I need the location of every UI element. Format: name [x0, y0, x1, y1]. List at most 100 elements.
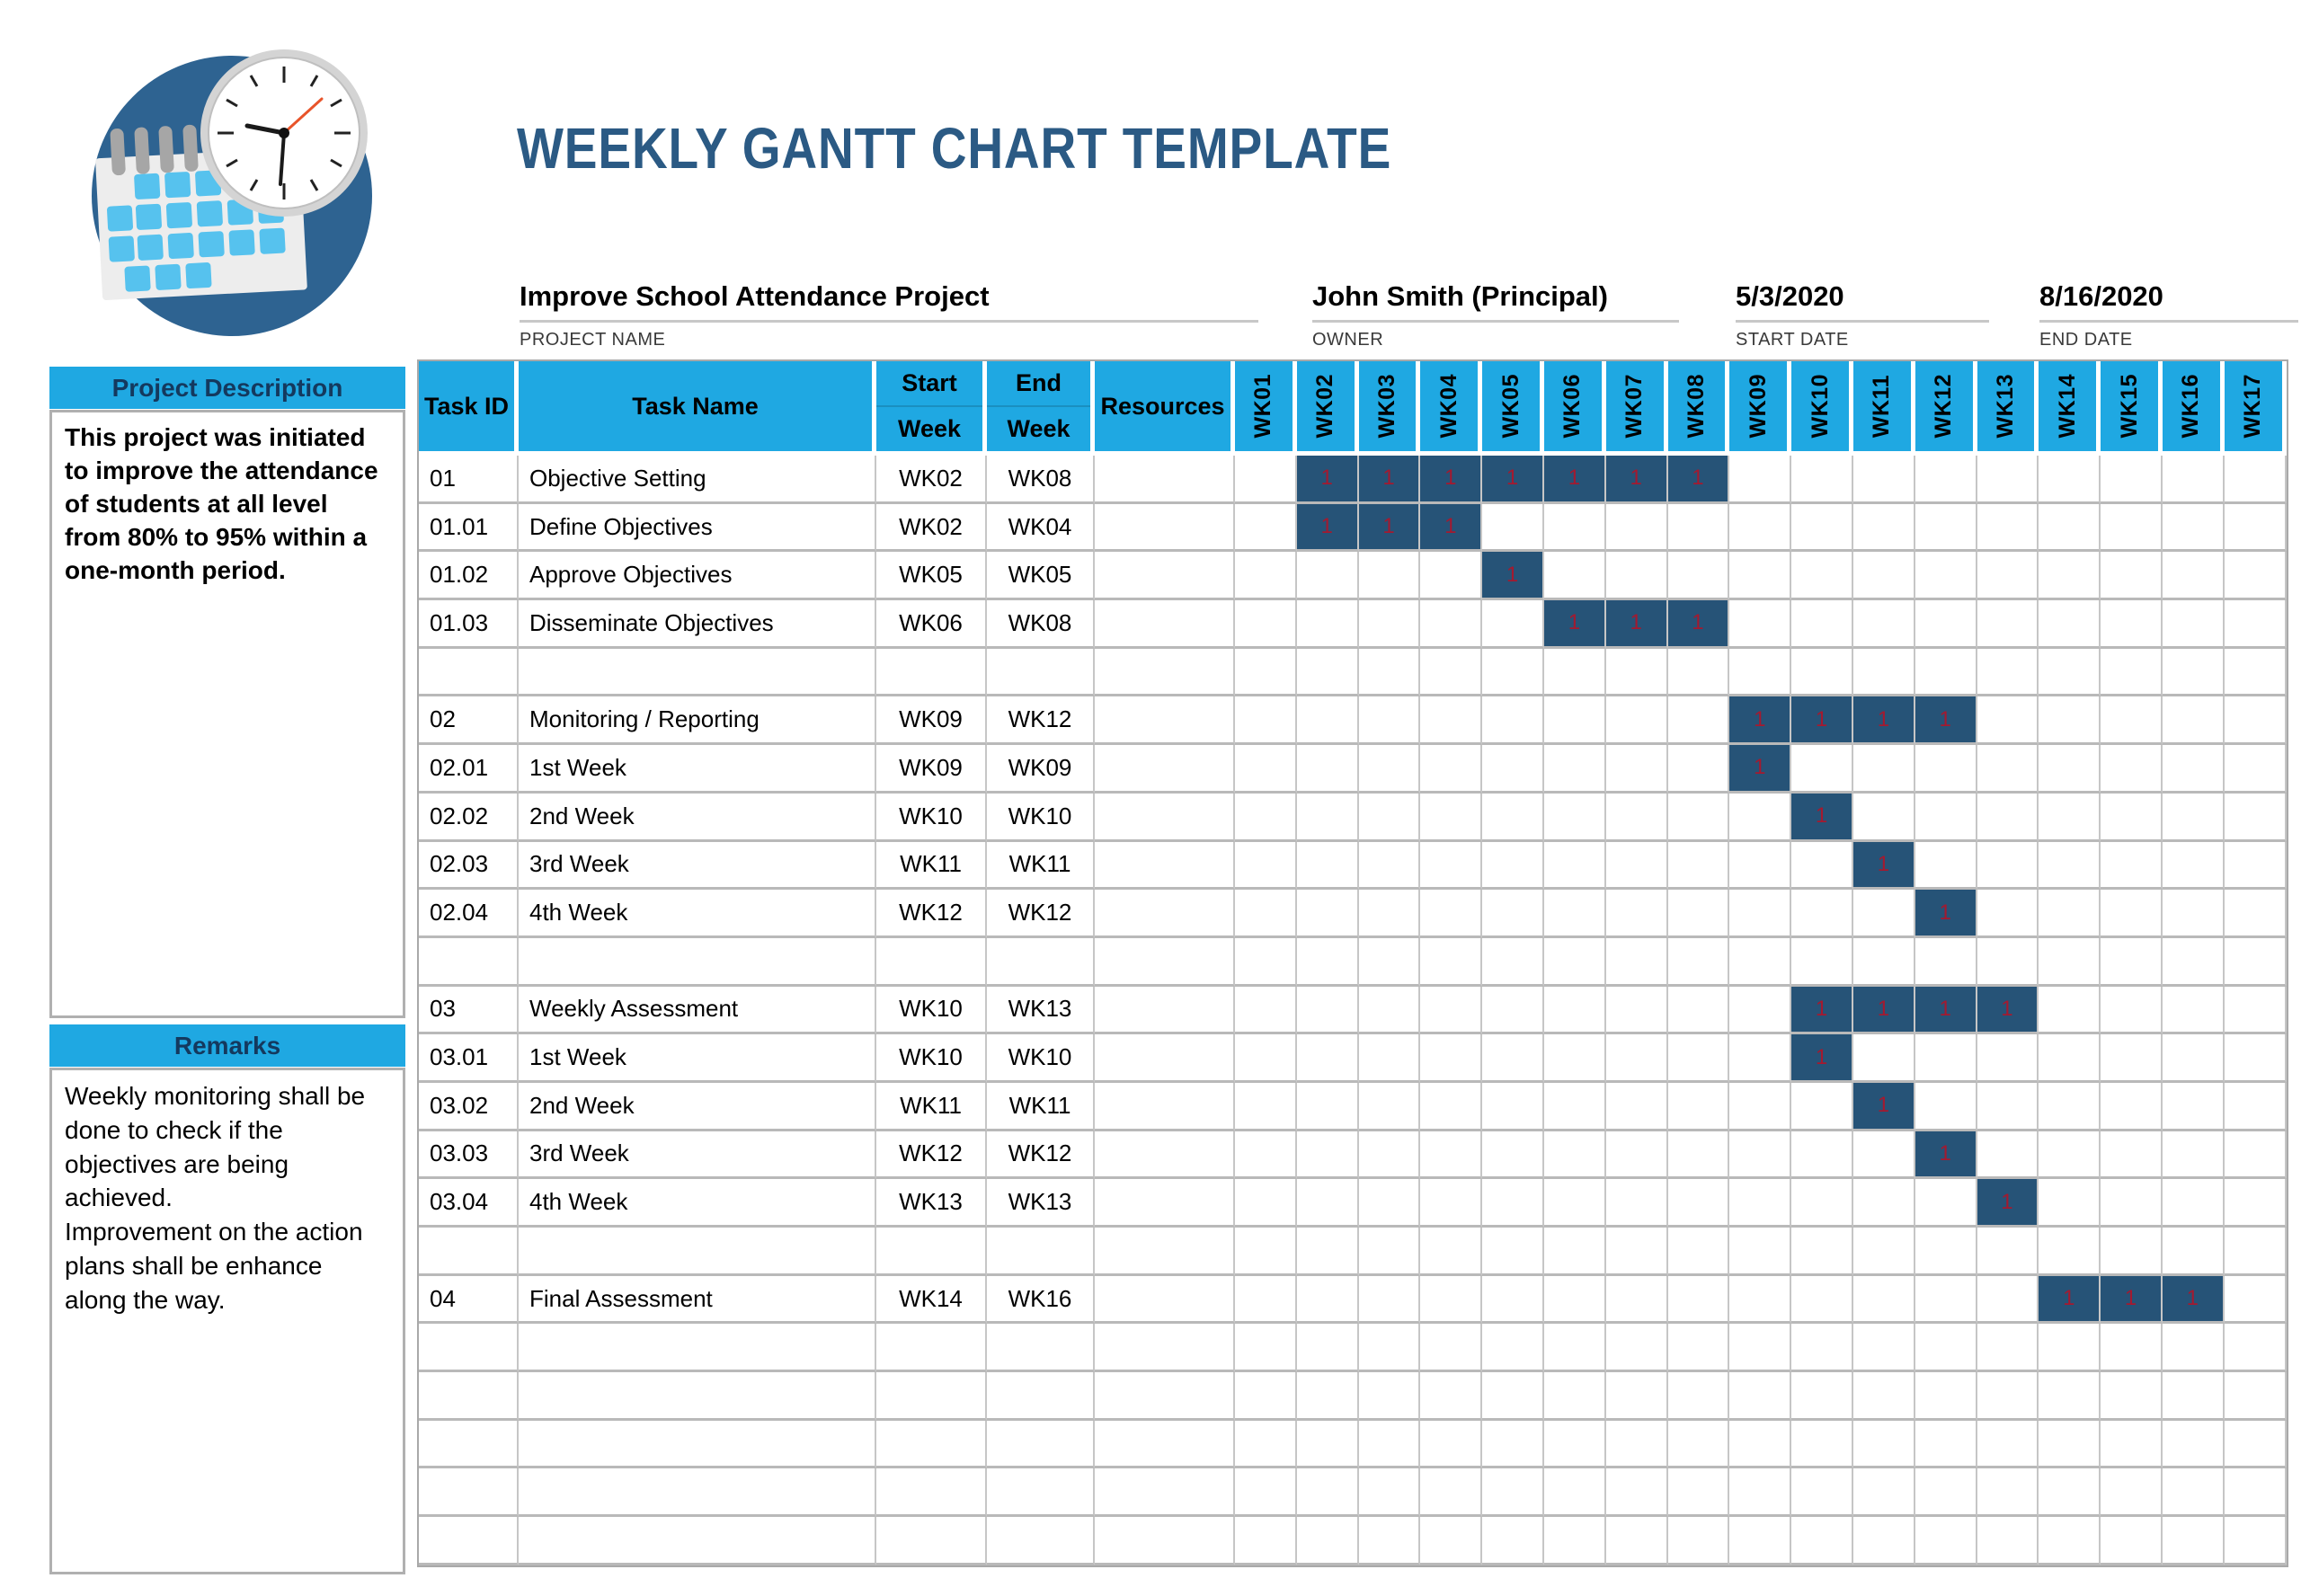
task-id-cell[interactable] [419, 1420, 519, 1469]
task-id-cell[interactable] [419, 648, 519, 697]
week-cell[interactable] [1729, 1468, 1792, 1518]
end-week-cell[interactable]: WK08 [987, 600, 1095, 649]
week-cell[interactable] [1791, 648, 1853, 697]
week-cell[interactable] [1296, 1179, 1359, 1228]
week-cell[interactable] [1235, 1275, 1297, 1325]
week-cell[interactable] [1296, 1324, 1359, 1373]
week-cell[interactable] [1667, 1372, 1730, 1421]
gantt-bar-cell[interactable]: 1 [1852, 986, 1915, 1035]
start-week-cell[interactable] [876, 1228, 987, 1276]
task-id-cell[interactable] [419, 1372, 519, 1421]
task-id-cell[interactable] [419, 937, 519, 987]
week-cell[interactable] [1420, 937, 1483, 987]
week-cell[interactable] [1358, 1468, 1421, 1518]
gantt-bar-cell[interactable]: 1 [1791, 1034, 1853, 1083]
week-cell[interactable] [1420, 841, 1483, 891]
resources-cell[interactable] [1095, 1034, 1235, 1083]
end-week-cell[interactable]: WK12 [987, 696, 1095, 746]
resources-cell[interactable] [1095, 1228, 1235, 1276]
week-cell[interactable] [1977, 1468, 2039, 1518]
week-cell[interactable] [1605, 696, 1668, 746]
week-cell[interactable] [2101, 552, 2163, 601]
week-cell[interactable] [1729, 1275, 1792, 1325]
week-cell[interactable] [1482, 503, 1544, 553]
week-cell[interactable] [2039, 745, 2101, 794]
week-cell[interactable] [1729, 986, 1792, 1035]
week-cell[interactable] [1296, 648, 1359, 697]
week-cell[interactable] [1543, 696, 1606, 746]
week-cell[interactable] [2224, 1372, 2287, 1421]
task-name-cell[interactable] [519, 1324, 876, 1373]
week-cell[interactable] [1235, 1082, 1297, 1131]
week-cell[interactable] [1605, 1034, 1668, 1083]
week-cell[interactable] [2224, 456, 2287, 504]
start-week-cell[interactable]: WK05 [876, 552, 987, 601]
week-cell[interactable] [1729, 648, 1792, 697]
task-name-cell[interactable]: Final Assessment [519, 1275, 876, 1325]
end-week-cell[interactable] [987, 937, 1095, 987]
week-cell[interactable] [1420, 648, 1483, 697]
week-cell[interactable] [1667, 986, 1730, 1035]
end-date-field[interactable]: 8/16/2020 END DATE [2039, 266, 2298, 350]
week-cell[interactable] [1729, 503, 1792, 553]
week-cell[interactable] [1296, 1468, 1359, 1518]
week-cell[interactable] [1852, 552, 1915, 601]
week-cell[interactable] [1235, 841, 1297, 891]
week-cell[interactable] [2039, 986, 2101, 1035]
week-cell[interactable] [1358, 1228, 1421, 1276]
week-cell[interactable] [2224, 1034, 2287, 1083]
week-cell[interactable] [1420, 1372, 1483, 1421]
start-week-cell[interactable]: WK09 [876, 696, 987, 746]
end-week-cell[interactable]: WK11 [987, 1082, 1095, 1131]
gantt-bar-cell[interactable]: 1 [2039, 1275, 2101, 1325]
gantt-bar-cell[interactable]: 1 [1791, 696, 1853, 746]
week-cell[interactable] [1977, 503, 2039, 553]
week-cell[interactable] [2101, 1468, 2163, 1518]
week-cell[interactable] [1729, 1324, 1792, 1373]
week-cell[interactable] [2039, 1324, 2101, 1373]
week-cell[interactable] [1420, 696, 1483, 746]
gantt-bar-cell[interactable]: 1 [1729, 745, 1792, 794]
gantt-bar-cell[interactable]: 1 [2162, 1275, 2225, 1325]
week-cell[interactable] [2101, 1228, 2163, 1276]
task-name-cell[interactable]: Objective Setting [519, 456, 876, 504]
week-cell[interactable] [1729, 1228, 1792, 1276]
week-cell[interactable] [1729, 456, 1792, 504]
week-cell[interactable] [1543, 1324, 1606, 1373]
week-cell[interactable] [1605, 1179, 1668, 1228]
week-cell[interactable] [1915, 1420, 1977, 1469]
week-cell[interactable] [1482, 696, 1544, 746]
week-cell[interactable] [1235, 648, 1297, 697]
week-cell[interactable] [1358, 696, 1421, 746]
week-cell[interactable] [1420, 600, 1483, 649]
week-cell[interactable] [2101, 456, 2163, 504]
week-cell[interactable] [2162, 1468, 2225, 1518]
week-cell[interactable] [1977, 1082, 2039, 1131]
week-cell[interactable] [1235, 696, 1297, 746]
week-cell[interactable] [1729, 1372, 1792, 1421]
week-cell[interactable] [1977, 696, 2039, 746]
week-cell[interactable] [1915, 1034, 1977, 1083]
week-cell[interactable] [1543, 1372, 1606, 1421]
week-cell[interactable] [1296, 745, 1359, 794]
week-cell[interactable] [1296, 1275, 1359, 1325]
week-cell[interactable] [1420, 1034, 1483, 1083]
task-name-cell[interactable] [519, 1228, 876, 1276]
week-cell[interactable] [1296, 1372, 1359, 1421]
task-id-cell[interactable]: 02 [419, 696, 519, 746]
resources-cell[interactable] [1095, 745, 1235, 794]
week-cell[interactable] [1667, 1228, 1730, 1276]
end-week-cell[interactable]: WK12 [987, 890, 1095, 938]
resources-cell[interactable] [1095, 1420, 1235, 1469]
week-cell[interactable] [1667, 648, 1730, 697]
week-cell[interactable] [1482, 1517, 1544, 1565]
week-cell[interactable] [1729, 841, 1792, 891]
week-cell[interactable] [1296, 696, 1359, 746]
week-cell[interactable] [1420, 890, 1483, 938]
task-id-cell[interactable] [419, 1517, 519, 1565]
week-cell[interactable] [1420, 1130, 1483, 1180]
week-cell[interactable] [1420, 745, 1483, 794]
week-cell[interactable] [2224, 1082, 2287, 1131]
week-cell[interactable] [2162, 1179, 2225, 1228]
week-cell[interactable] [1543, 1228, 1606, 1276]
